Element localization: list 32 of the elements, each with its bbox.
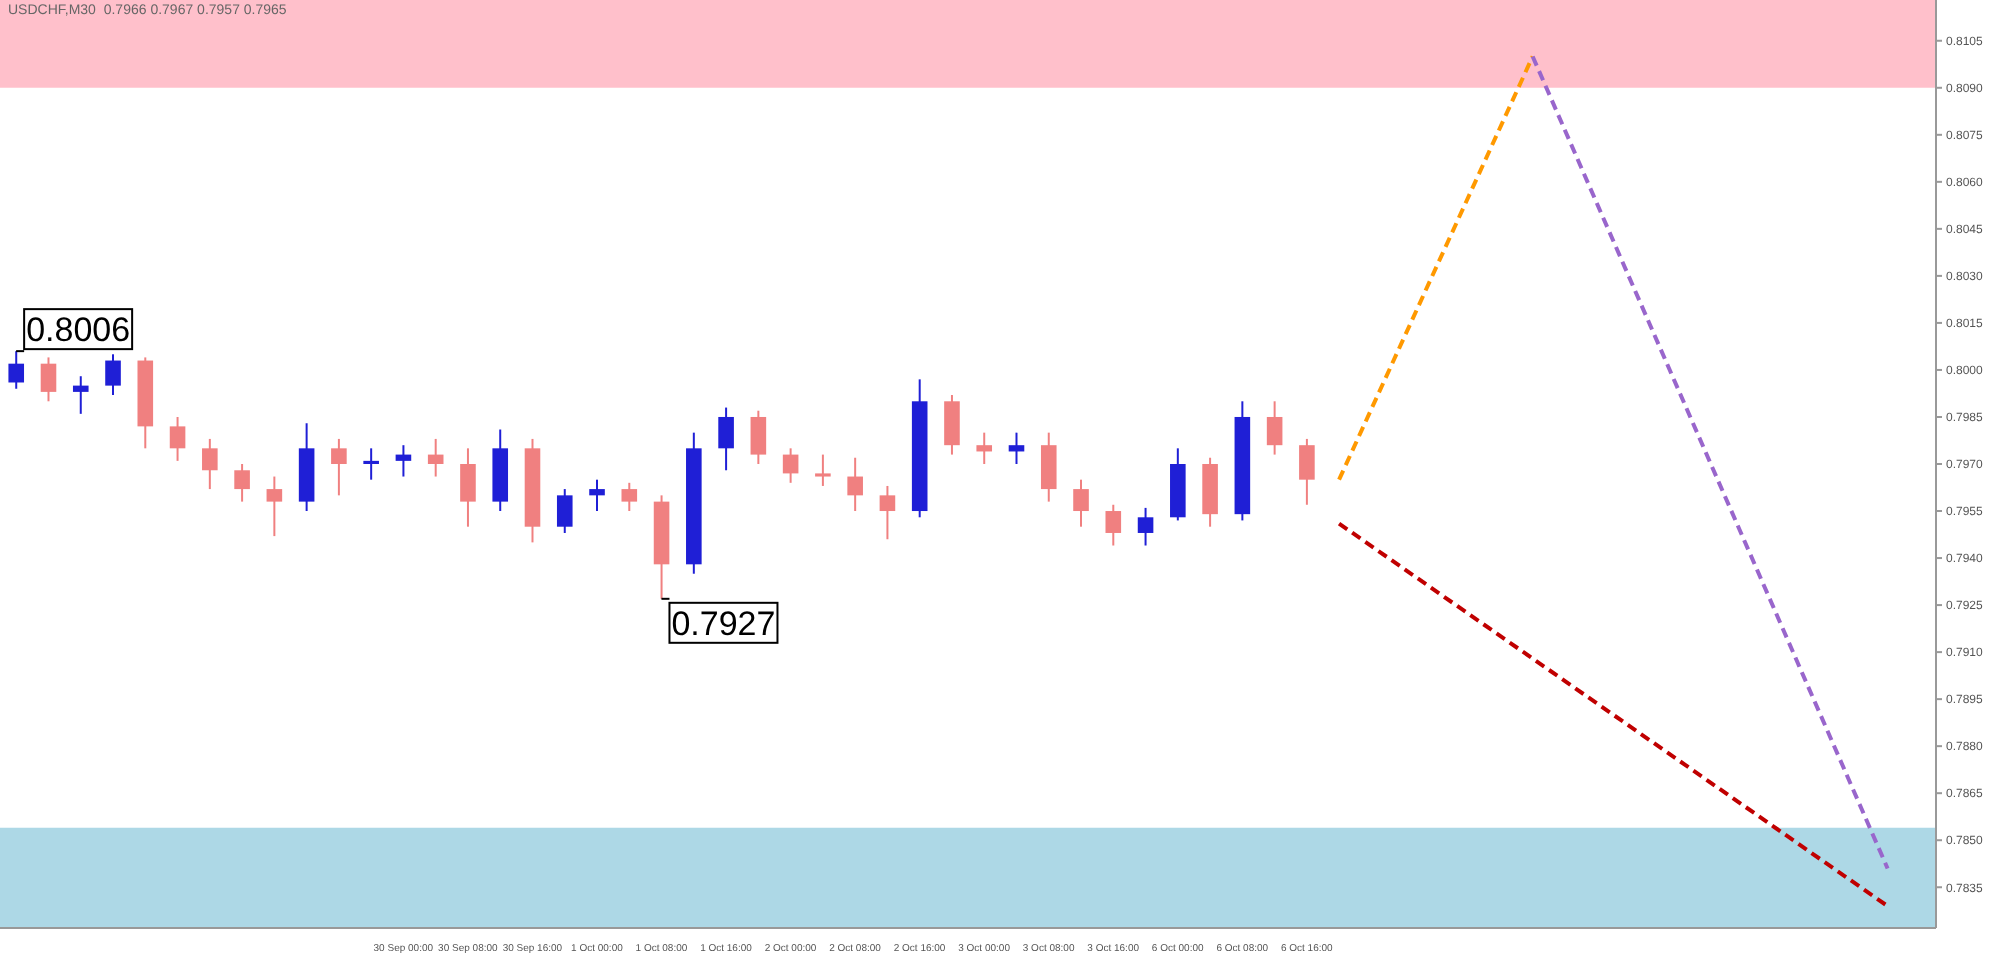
annotation: 0.7927 (671, 604, 776, 643)
candlestick (556, 488, 573, 534)
candlestick (1040, 431, 1057, 503)
candlestick (750, 409, 767, 465)
candlestick (40, 356, 57, 403)
candlestick (879, 484, 896, 541)
candlestick (782, 447, 799, 484)
candlestick (1008, 431, 1025, 465)
candlestick (363, 447, 379, 481)
candlestick (847, 456, 863, 513)
candlestick (815, 453, 831, 487)
candlestick (460, 447, 476, 528)
candlestick (234, 463, 250, 503)
candlestick (1073, 478, 1089, 528)
candlestick (331, 437, 347, 497)
candlestick (1137, 506, 1154, 547)
candlestick (1266, 400, 1283, 456)
candlestick (621, 481, 638, 513)
candlestick (976, 431, 993, 465)
candlestick (72, 375, 89, 415)
candlestick (589, 478, 605, 513)
candlestick (202, 437, 218, 491)
candlestick (1299, 437, 1315, 506)
candlestick (427, 437, 444, 478)
candlestick (944, 394, 960, 456)
candlestick (105, 353, 121, 397)
candlestick (266, 475, 283, 538)
candlestick (1105, 503, 1122, 547)
candlestick (395, 444, 412, 478)
annotation: 0.8006 (26, 311, 131, 350)
candlestick (169, 415, 186, 462)
candlestick (718, 406, 734, 472)
